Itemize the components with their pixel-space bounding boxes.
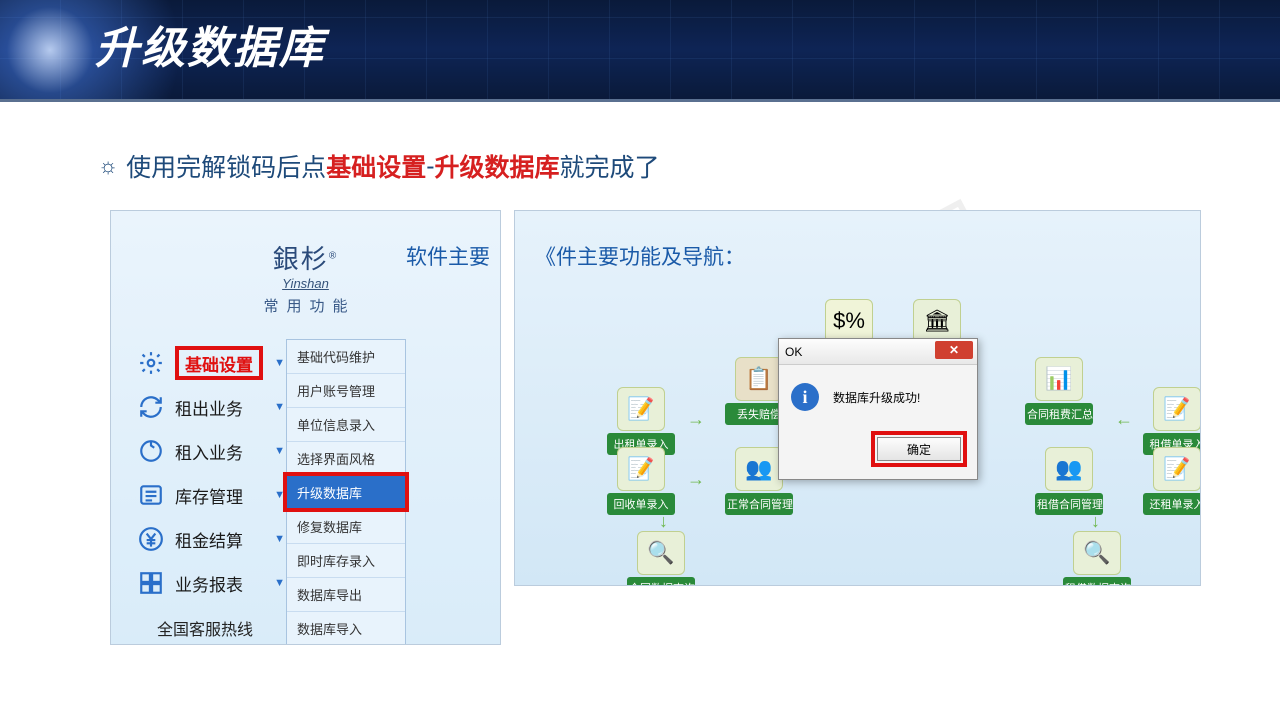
gear-icon: [137, 349, 165, 377]
main-menu: 基础设置 ▼ 租出业务 ▼ 租入业务 ▼ 库存管理 ▼ 租金结算 ▼ 业务报表 ▼: [137, 341, 285, 605]
tile-icon: 👥: [735, 447, 783, 491]
sub-menu-item[interactable]: 数据库导出: [287, 578, 405, 612]
main-menu-item[interactable]: 租入业务 ▼: [137, 429, 285, 473]
info-icon: i: [791, 383, 819, 411]
dialog-body: i 数据库升级成功!: [779, 365, 977, 425]
chevron-down-icon: ▼: [274, 489, 285, 501]
tile-icon: $%: [825, 299, 873, 343]
chevron-down-icon: ▼: [274, 577, 285, 589]
main-menu-label: 租金结算: [175, 527, 243, 552]
bullet-red2: 升级数据库: [435, 148, 560, 184]
ok-highlight-box: 确定: [871, 431, 967, 467]
tile-label: 合同数据查询: [627, 577, 695, 586]
tile-icon: 📝: [617, 387, 665, 431]
tile-label: 合同租费汇总: [1025, 403, 1093, 425]
tile-icon: 📝: [1153, 387, 1201, 431]
tile-label: 正常合同管理: [725, 493, 793, 515]
title-bar: 升级数据库: [0, 0, 1280, 102]
logo-sub: 常用功能: [111, 295, 500, 316]
logo-en: Yinshan: [111, 276, 500, 291]
dialog-footer: 确定: [779, 425, 977, 479]
tile-icon: 🏛: [913, 299, 961, 343]
nav-tile[interactable]: 📝回收单录入: [607, 447, 675, 515]
nav-tile[interactable]: 👥租借合同管理: [1035, 447, 1103, 515]
bullet-icon: ☼: [98, 153, 118, 179]
chevron-down-icon: ▼: [274, 533, 285, 545]
sub-menu-item[interactable]: 即时库存录入: [287, 544, 405, 578]
bullet-red1: 基础设置: [326, 148, 426, 184]
circle-icon: [137, 437, 165, 465]
arrow-icon: ←: [1115, 409, 1133, 430]
grid-icon: [137, 569, 165, 597]
right-panel-title: 《件主要功能及导航：: [535, 241, 745, 271]
dialog-title-text: OK: [785, 345, 802, 359]
nav-tile[interactable]: 🔍 合同数据查询: [627, 531, 695, 586]
left-screenshot: 銀杉® Yinshan 常用功能 软件主要 基础设置▼租出业务▼租入业务▼库存管…: [110, 210, 501, 645]
main-menu-label: 业务报表: [175, 571, 243, 596]
tile-label: 还租单录入: [1143, 493, 1201, 515]
main-menu-item[interactable]: 租金结算 ▼: [137, 517, 285, 561]
tile-icon: 📊: [1035, 357, 1083, 401]
tile-icon: 📋: [735, 357, 783, 401]
main-menu-label: 库存管理: [175, 483, 243, 508]
chevron-down-icon: ▼: [274, 357, 285, 369]
yen-icon: [137, 525, 165, 553]
sub-menu-item[interactable]: 用户账号管理: [287, 374, 405, 408]
nav-tile[interactable]: 📝还租单录入: [1143, 447, 1201, 515]
dialog-close-button[interactable]: ✕: [935, 341, 973, 359]
dialog-message: 数据库升级成功!: [833, 389, 920, 406]
tile-icon: 🔍: [637, 531, 685, 575]
main-menu-label: 基础设置: [175, 346, 263, 380]
main-menu-label: 租出业务: [175, 395, 243, 420]
tile-icon: 🔍: [1073, 531, 1121, 575]
tile-label: 租借数据查询: [1063, 577, 1131, 586]
arrow-icon: ↓: [659, 511, 668, 532]
chevron-down-icon: ▼: [274, 445, 285, 457]
sub-menu-item[interactable]: 升级数据库: [287, 476, 405, 510]
list-icon: [137, 481, 165, 509]
tile-icon: 👥: [1045, 447, 1093, 491]
sub-menu: 基础代码维护用户账号管理单位信息录入选择界面风格升级数据库修复数据库即时库存录入…: [286, 339, 406, 645]
main-menu-item[interactable]: 基础设置 ▼: [137, 341, 285, 385]
bullet-dash: -: [426, 152, 434, 181]
main-menu-item[interactable]: 租出业务 ▼: [137, 385, 285, 429]
slide-title: 升级数据库: [95, 12, 325, 76]
main-menu-item[interactable]: 库存管理 ▼: [137, 473, 285, 517]
left-panel-title: 软件主要: [406, 241, 490, 271]
sub-menu-item[interactable]: 基础代码维护: [287, 340, 405, 374]
bullet-prefix: 使用完解锁码后点: [126, 148, 326, 184]
sub-menu-item[interactable]: 选择界面风格: [287, 442, 405, 476]
nav-tile[interactable]: 🔍 租借数据查询: [1063, 531, 1131, 586]
bullet-line: ☼ 使用完解锁码后点 基础设置 - 升级数据库 就完成了: [98, 148, 660, 184]
chevron-down-icon: ▼: [274, 401, 285, 413]
nav-tile[interactable]: 📊合同租费汇总: [1025, 357, 1093, 425]
nav-tile[interactable]: 📝出租单录入: [607, 387, 675, 455]
dialog: OK ✕ i 数据库升级成功! 确定: [778, 338, 978, 480]
hotline-label: 全国客服热线: [157, 616, 253, 640]
arrow-icon: →: [687, 469, 705, 490]
arrow-icon: →: [687, 409, 705, 430]
bullet-suffix: 就完成了: [560, 148, 660, 184]
sub-menu-item[interactable]: 单位信息录入: [287, 408, 405, 442]
dialog-ok-button[interactable]: 确定: [877, 437, 961, 461]
arrow-icon: ↓: [1091, 511, 1100, 532]
nav-tile[interactable]: 📝租借单录入: [1143, 387, 1201, 455]
tile-icon: 📝: [1153, 447, 1201, 491]
sub-menu-item[interactable]: 数据库导入: [287, 612, 405, 645]
main-menu-label: 租入业务: [175, 439, 243, 464]
sub-menu-item[interactable]: 修复数据库: [287, 510, 405, 544]
dialog-titlebar: OK ✕: [779, 339, 977, 365]
main-menu-item[interactable]: 业务报表 ▼: [137, 561, 285, 605]
cycle-icon: [137, 393, 165, 421]
tile-icon: 📝: [617, 447, 665, 491]
